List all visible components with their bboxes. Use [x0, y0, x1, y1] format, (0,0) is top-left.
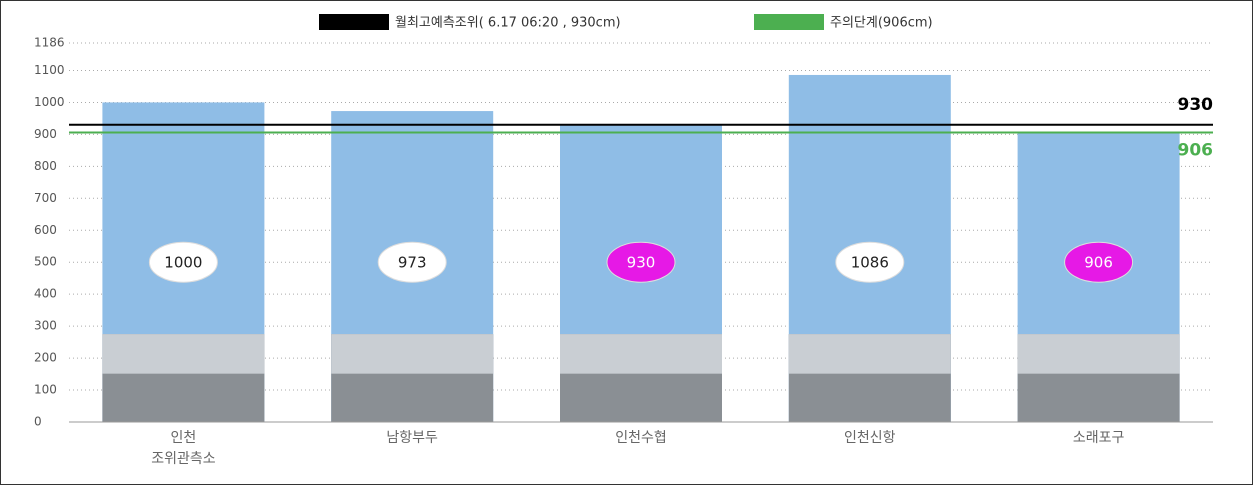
value-label-bubble [377, 241, 447, 283]
y-tick-label: 1000 [34, 95, 65, 109]
y-tick-label: 500 [34, 255, 57, 269]
value-label: 1000 [164, 254, 202, 272]
x-tick-label: 소래포구 [1072, 430, 1125, 446]
y-tick-label: 700 [34, 191, 57, 205]
legend-swatch [319, 14, 389, 30]
value-label: 906 [1084, 254, 1113, 272]
y-tick-label: 200 [34, 351, 57, 365]
x-tick-label: 인천수협 [615, 430, 667, 446]
photo-sky [560, 334, 722, 374]
value-label: 973 [398, 254, 427, 272]
x-tick-label: 남항부두 [386, 430, 438, 446]
value-label-bubble [148, 241, 218, 283]
y-tick-label: 1186 [34, 36, 65, 50]
y-tick-label: 600 [34, 223, 57, 237]
value-label-bubble [606, 241, 676, 283]
x-tick-label: 인천신항 [844, 430, 896, 446]
value-label: 1086 [851, 254, 889, 272]
y-tick-label: 900 [34, 127, 57, 141]
reference-label: 906 [1178, 140, 1214, 160]
y-tick-label: 100 [34, 383, 57, 397]
value-label: 930 [627, 254, 656, 272]
photo-sky [102, 334, 265, 374]
y-tick-label: 800 [34, 159, 57, 173]
y-tick-label: 400 [34, 287, 57, 301]
y-tick-label: 1100 [34, 63, 65, 77]
photo-sky [1017, 334, 1180, 374]
legend-swatch [754, 14, 824, 30]
reference-label: 930 [1178, 95, 1214, 115]
y-tick-label: 0 [34, 415, 42, 429]
photo-sky [788, 334, 951, 374]
value-label-bubble [1064, 241, 1134, 283]
y-tick-label: 300 [34, 319, 57, 333]
legend-label: 주의단계(906cm) [830, 16, 933, 31]
photo-sky [331, 334, 494, 374]
value-label-bubble [835, 241, 905, 283]
x-tick-label: 인천 조위관측소 [151, 430, 216, 467]
legend-label: 월최고예측조위( 6.17 06:20 , 930cm) [395, 16, 621, 31]
